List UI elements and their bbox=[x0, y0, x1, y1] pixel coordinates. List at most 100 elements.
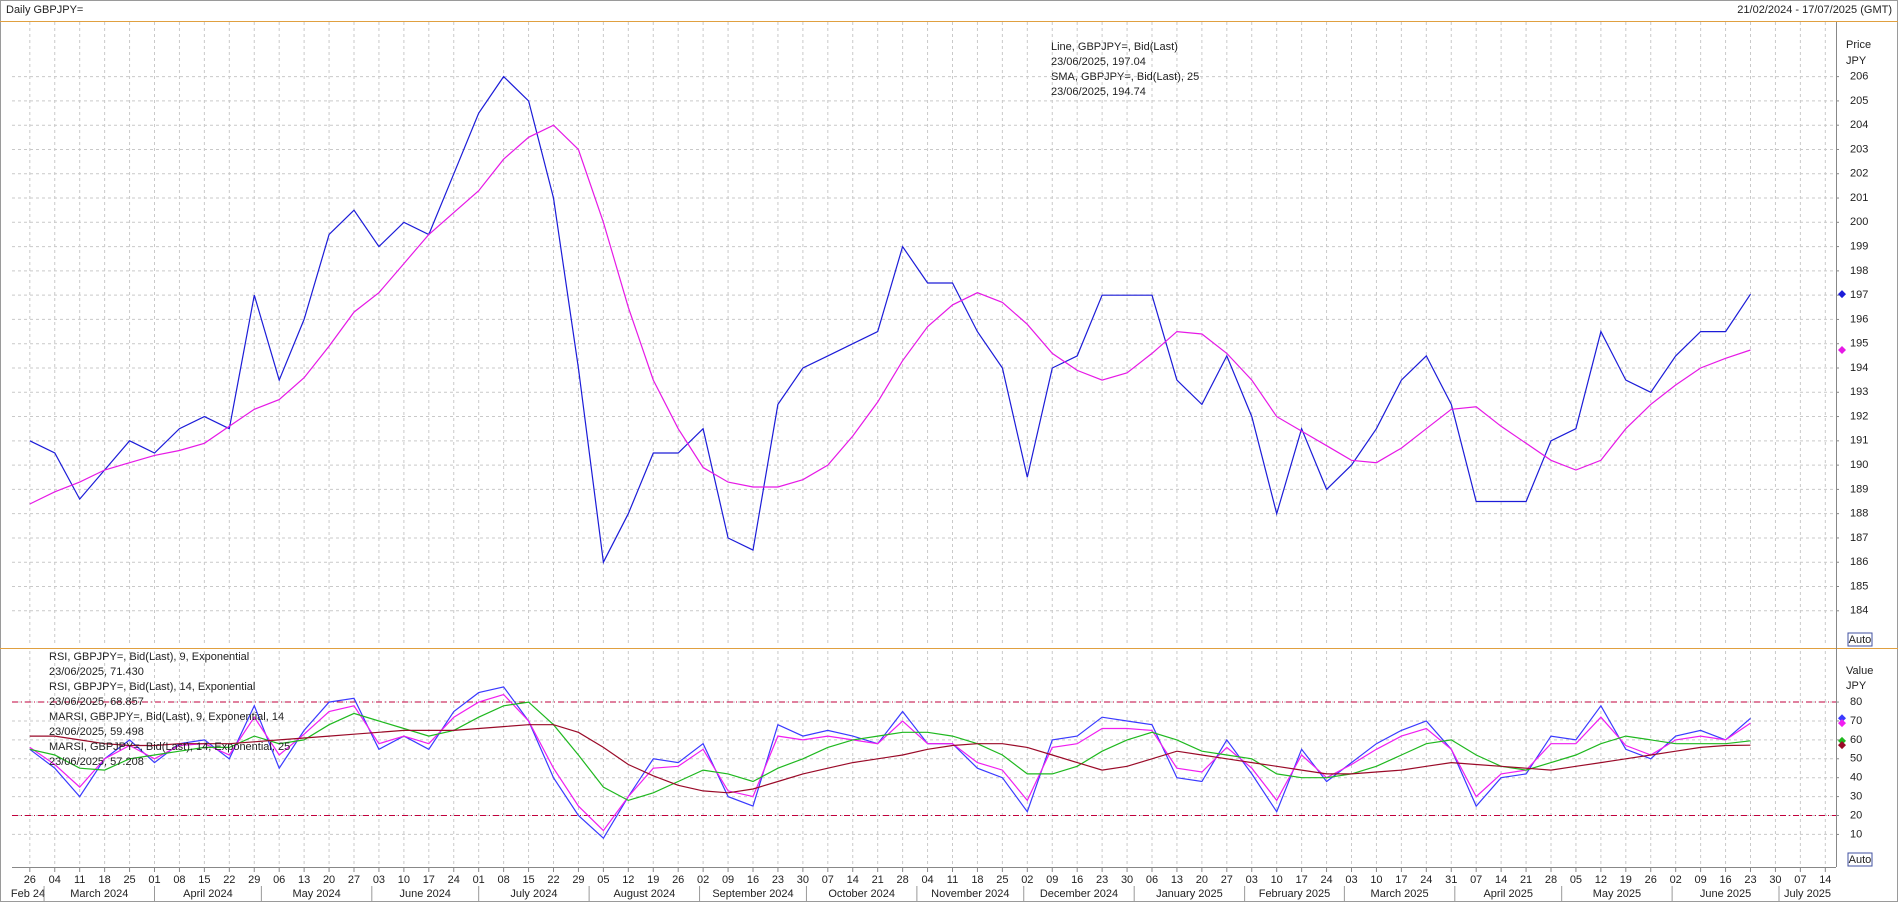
x-tick-label: 08 bbox=[173, 874, 185, 886]
legend-value: 23/06/2025, 59.498 bbox=[49, 726, 144, 738]
x-tick-label: 17 bbox=[423, 874, 435, 886]
x-tick-label: 11 bbox=[947, 874, 958, 886]
x-tick-label: 04 bbox=[921, 874, 933, 886]
axis-unit: JPY bbox=[1846, 55, 1867, 67]
x-tick-label: 31 bbox=[1445, 874, 1457, 886]
x-tick-label: 16 bbox=[1071, 874, 1083, 886]
x-tick-label: 09 bbox=[1046, 874, 1058, 886]
x-tick-label: 15 bbox=[522, 874, 534, 886]
x-tick-label: 19 bbox=[647, 874, 659, 886]
x-tick-label: 23 bbox=[772, 874, 784, 886]
month-label: November 2024 bbox=[931, 888, 1009, 900]
x-tick-label: 23 bbox=[1096, 874, 1108, 886]
x-tick-label: 16 bbox=[747, 874, 759, 886]
month-label: May 2024 bbox=[292, 888, 340, 900]
y-tick-label: 201 bbox=[1850, 192, 1868, 204]
x-tick-label: 05 bbox=[597, 874, 609, 886]
x-tick-label: 22 bbox=[223, 874, 235, 886]
y-tick-label: 203 bbox=[1850, 143, 1868, 155]
x-tick-label: 29 bbox=[248, 874, 260, 886]
month-label: December 2024 bbox=[1040, 888, 1118, 900]
month-label: January 2025 bbox=[1156, 888, 1223, 900]
y-tick-label: 193 bbox=[1850, 386, 1868, 398]
month-label: April 2024 bbox=[183, 888, 233, 900]
y-tick-label: 191 bbox=[1850, 435, 1868, 447]
axis-title: Price bbox=[1846, 39, 1871, 51]
x-tick-label: 18 bbox=[99, 874, 111, 886]
month-label: September 2024 bbox=[712, 888, 793, 900]
x-tick-label: 05 bbox=[1570, 874, 1582, 886]
series-line bbox=[29, 124, 1751, 505]
x-tick-label: 09 bbox=[722, 874, 734, 886]
auto-button[interactable] bbox=[1847, 852, 1873, 867]
x-tick-label: 28 bbox=[897, 874, 909, 886]
x-tick-label: 01 bbox=[473, 874, 485, 886]
x-tick-label: 20 bbox=[323, 874, 335, 886]
auto-button-label[interactable]: Auto bbox=[1849, 854, 1872, 866]
x-tick-label: 19 bbox=[1620, 874, 1632, 886]
x-tick-label: 12 bbox=[622, 874, 634, 886]
month-label: June 2024 bbox=[400, 888, 451, 900]
y-tick-label: 195 bbox=[1850, 338, 1868, 350]
x-tick-label: 30 bbox=[1121, 874, 1133, 886]
legend-name: Line, GBPJPY=, Bid(Last) bbox=[1051, 41, 1178, 53]
x-tick-label: 10 bbox=[398, 874, 410, 886]
x-tick-label: 25 bbox=[996, 874, 1008, 886]
month-label: April 2025 bbox=[1483, 888, 1533, 900]
x-tick-label: 30 bbox=[1769, 874, 1781, 886]
x-tick-label: 24 bbox=[1320, 874, 1332, 886]
x-tick-label: 29 bbox=[572, 874, 584, 886]
x-tick-label: 18 bbox=[971, 874, 983, 886]
x-tick-label: 02 bbox=[697, 874, 709, 886]
month-label: February 2025 bbox=[1259, 888, 1331, 900]
legend-name: MARSI, GBPJPY=, Bid(Last), 14, Exponenti… bbox=[49, 741, 290, 753]
x-tick-label: 03 bbox=[373, 874, 385, 886]
y-tick-label: 30 bbox=[1850, 791, 1862, 803]
y-tick-label: 197 bbox=[1850, 289, 1868, 301]
y-tick-label: 20 bbox=[1850, 809, 1862, 821]
x-tick-label: 16 bbox=[1719, 874, 1731, 886]
x-tick-label: 11 bbox=[74, 874, 85, 886]
y-tick-label: 187 bbox=[1850, 532, 1868, 544]
legend-name: RSI, GBPJPY=, Bid(Last), 14, Exponential bbox=[49, 681, 255, 693]
y-tick-label: 200 bbox=[1850, 216, 1868, 228]
month-label: October 2024 bbox=[828, 888, 895, 900]
x-tick-label: 06 bbox=[273, 874, 285, 886]
month-label: Feb 24 bbox=[11, 888, 45, 900]
y-tick-label: 206 bbox=[1850, 71, 1868, 83]
y-tick-label: 185 bbox=[1850, 580, 1868, 592]
x-tick-label: 21 bbox=[872, 874, 884, 886]
y-tick-label: 194 bbox=[1850, 362, 1868, 374]
y-tick-label: 202 bbox=[1850, 168, 1868, 180]
x-tick-label: 14 bbox=[1495, 874, 1507, 886]
x-tick-label: 26 bbox=[1645, 874, 1657, 886]
auto-button[interactable] bbox=[1847, 632, 1873, 647]
x-tick-label: 12 bbox=[1595, 874, 1607, 886]
series-line bbox=[29, 686, 1751, 840]
y-tick-label: 205 bbox=[1850, 95, 1868, 107]
x-tick-label: 23 bbox=[1744, 874, 1756, 886]
month-label: March 2025 bbox=[1371, 888, 1429, 900]
x-tick-label: 14 bbox=[847, 874, 859, 886]
y-tick-label: 190 bbox=[1850, 459, 1868, 471]
auto-button-label[interactable]: Auto bbox=[1849, 634, 1872, 646]
x-tick-label: 07 bbox=[1794, 874, 1806, 886]
legend-value: 23/06/2025, 197.04 bbox=[1051, 56, 1146, 68]
x-tick-label: 09 bbox=[1695, 874, 1707, 886]
x-tick-label: 06 bbox=[1146, 874, 1158, 886]
date-range: 21/02/2024 - 17/07/2025 (GMT) bbox=[1737, 4, 1892, 16]
x-tick-label: 24 bbox=[448, 874, 460, 886]
x-tick-label: 03 bbox=[1246, 874, 1258, 886]
series-line bbox=[29, 75, 1751, 565]
legend-name: MARSI, GBPJPY=, Bid(Last), 9, Exponentia… bbox=[49, 711, 284, 723]
y-tick-label: 189 bbox=[1850, 483, 1868, 495]
y-tick-label: 50 bbox=[1850, 753, 1862, 765]
x-tick-label: 25 bbox=[123, 874, 135, 886]
y-tick-label: 10 bbox=[1850, 828, 1862, 840]
series-line bbox=[29, 701, 1751, 802]
y-tick-label: 70 bbox=[1850, 715, 1862, 727]
x-tick-label: 10 bbox=[1271, 874, 1283, 886]
x-tick-label: 07 bbox=[1470, 874, 1482, 886]
x-tick-label: 20 bbox=[1196, 874, 1208, 886]
